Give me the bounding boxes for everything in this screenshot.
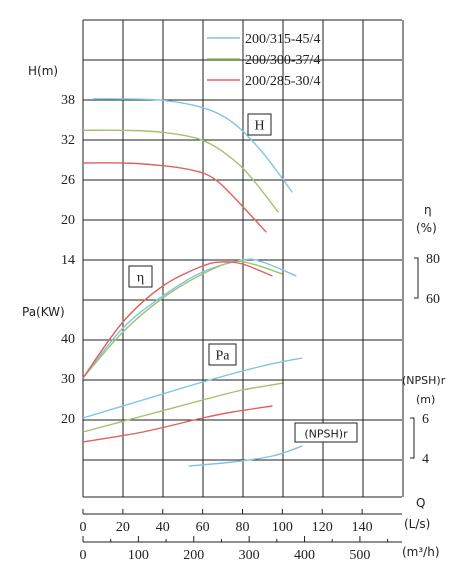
head-curve-200/285-30/4: [82, 162, 267, 233]
q-tick-label: 80: [236, 520, 250, 535]
npsh-tick-label: 6: [422, 412, 429, 427]
npsh-axis-unit: (m): [416, 393, 435, 406]
legend-label: 200/300-37/4: [245, 53, 320, 68]
q-tick-label: 60: [196, 520, 210, 535]
labels: H(m) Pa(KW) η (%) (NPSH)r (m) Q (L/s) (m…: [22, 64, 446, 559]
power-curve-200/315-45/4: [82, 357, 303, 419]
head-curve-200/300-37/4: [82, 129, 279, 213]
efficiency-curve-200/300-37/4: [82, 260, 283, 379]
power-annotation: Pa: [216, 349, 231, 364]
efficiency-tick-label: 60: [426, 292, 440, 307]
m3h-tick-label: 400: [294, 548, 315, 563]
head-axis-label: H(m): [28, 64, 58, 78]
q-tick-label: 0: [80, 520, 87, 535]
npsh-annotation-box: [294, 422, 358, 443]
head-curve-200/315-45/4: [92, 98, 293, 193]
m3h-tick-label: 500: [349, 548, 370, 563]
power-tick-label: 30: [61, 372, 75, 387]
q-axis-label: Q: [416, 496, 425, 510]
head-annotation: H: [254, 119, 264, 134]
head-annotation-box: [247, 113, 272, 136]
head-tick-label: 20: [61, 213, 75, 228]
curves: [82, 98, 303, 467]
m3h-tick-label: 200: [183, 548, 204, 563]
annotations: Hη Pa (NPSH)r: [128, 113, 358, 443]
q-axis-unit: (L/s): [404, 517, 430, 531]
power-tick-label: 40: [61, 332, 75, 347]
m3h-axis-unit: (m³/h): [402, 545, 440, 559]
npsh-axis-bracket: [410, 417, 415, 459]
power-curve-200/300-37/4: [82, 382, 283, 433]
efficiency-axis-label: η: [424, 203, 432, 217]
power-axis-label: Pa(KW): [22, 305, 65, 319]
power-curve-200/285-30/4: [82, 405, 273, 443]
efficiency-curve-200/315-45/4: [82, 258, 297, 379]
head-tick-label: 14: [61, 253, 75, 268]
npsh-axis-label: (NPSH)r: [402, 374, 446, 387]
m3h-tick-label: 100: [128, 548, 149, 563]
efficiency-axis-bracket: [414, 257, 419, 299]
m3h-tick-label: 0: [80, 548, 87, 563]
npsh-curve-200/315-45/4: [188, 445, 303, 467]
efficiency-curve-200/285-30/4: [82, 261, 273, 379]
m3h-tick-label: 300: [239, 548, 260, 563]
power-annotation-box: [208, 343, 237, 366]
efficiency-axis-unit: (%): [416, 221, 437, 235]
npsh-annotation: (NPSH)r: [304, 428, 348, 441]
efficiency-annotation-box: [128, 265, 153, 288]
efficiency-annotation: η: [137, 271, 144, 286]
power-tick-label: 20: [61, 412, 75, 427]
q-tick-label: 20: [116, 520, 130, 535]
head-tick-label: 38: [61, 93, 75, 108]
q-tick-label: 120: [312, 520, 333, 535]
legend-label: 200/285-30/4: [245, 74, 320, 89]
head-tick-label: 32: [61, 133, 75, 148]
q-tick-label: 140: [352, 520, 373, 535]
legend-label: 200/315-45/4: [245, 32, 320, 47]
legend: 200/315-45/4 200/300-37/4 200/285-30/4: [207, 32, 320, 89]
head-tick-label: 26: [61, 173, 75, 188]
q-tick-label: 40: [156, 520, 170, 535]
q-tick-label: 100: [272, 520, 293, 535]
npsh-tick-label: 4: [422, 452, 429, 467]
efficiency-tick-label: 80: [426, 252, 440, 267]
